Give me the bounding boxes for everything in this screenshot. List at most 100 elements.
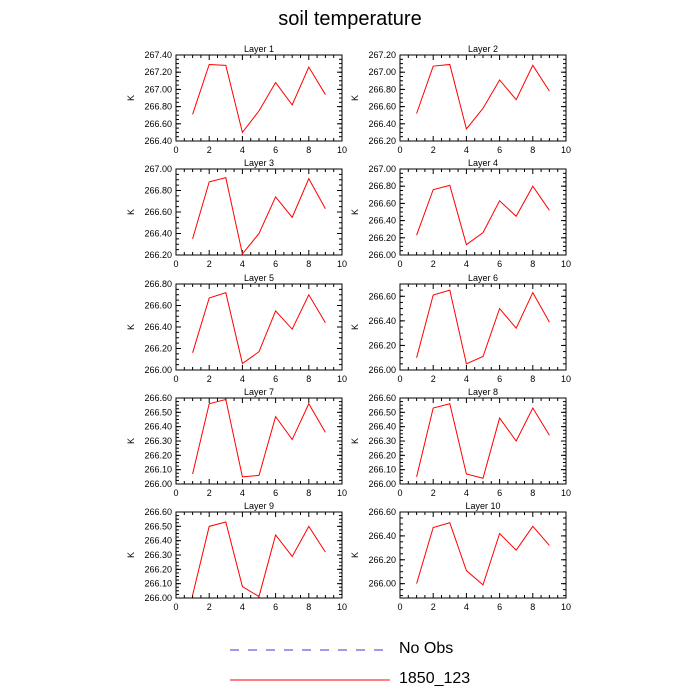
panel-7-ytick-label: 266.30 bbox=[144, 436, 172, 446]
panel-8-series-line-1 bbox=[416, 403, 550, 479]
panel-10-xtick-label: 4 bbox=[464, 602, 469, 612]
panel-6-title: Layer 6 bbox=[468, 273, 498, 283]
panel-4-xtick-label: 0 bbox=[397, 259, 402, 269]
panel-7-ytick-label: 266.20 bbox=[144, 450, 172, 460]
panel-4-ytick-label: 266.00 bbox=[368, 250, 396, 260]
panel-9-ylabel: K bbox=[126, 552, 136, 558]
panel-7-ytick-label: 266.40 bbox=[144, 422, 172, 432]
panel-8-ytick-label: 266.10 bbox=[368, 465, 396, 475]
panel-7-xtick-label: 0 bbox=[173, 488, 178, 498]
panel-4-xtick-label: 6 bbox=[497, 259, 502, 269]
panel-9-xtick-label: 6 bbox=[273, 602, 278, 612]
panel-10-ytick-label: 266.00 bbox=[368, 579, 396, 589]
panel-8-ytick-label: 266.40 bbox=[368, 422, 396, 432]
panel-2-series-line-1 bbox=[416, 63, 550, 131]
panel-8-xtick-label: 4 bbox=[464, 488, 469, 498]
panel-3-xtick-label: 6 bbox=[273, 259, 278, 269]
panel-6-xtick-label: 8 bbox=[530, 374, 535, 384]
panel-2-xtick-label: 2 bbox=[431, 145, 436, 155]
panel-8-ytick-label: 266.50 bbox=[368, 407, 396, 417]
panel-6-xtick-label: 0 bbox=[397, 374, 402, 384]
panel-7-ytick-label: 266.00 bbox=[144, 479, 172, 489]
panel-9-xtick-label: 2 bbox=[207, 602, 212, 612]
panel-3-ytick-label: 266.80 bbox=[144, 186, 172, 196]
panel-10-title: Layer 10 bbox=[465, 501, 500, 511]
panel-5-ytick-label: 266.20 bbox=[144, 344, 172, 354]
panel-7-xtick-label: 2 bbox=[207, 488, 212, 498]
panel-1-ylabel: K bbox=[126, 95, 136, 101]
panel-8-title: Layer 8 bbox=[468, 387, 498, 397]
panel-10-xtick-label: 8 bbox=[530, 602, 535, 612]
panel-4-ytick-label: 266.60 bbox=[368, 198, 396, 208]
panel-2-xtick-label: 10 bbox=[561, 145, 571, 155]
panel-6-ytick-label: 266.20 bbox=[368, 340, 396, 350]
panel-4-xtick-label: 4 bbox=[464, 259, 469, 269]
panel-5-xtick-label: 8 bbox=[306, 374, 311, 384]
panel-4-ytick-label: 266.40 bbox=[368, 216, 396, 226]
panel-1-xtick-label: 4 bbox=[240, 145, 245, 155]
panel-2-ytick-label: 267.20 bbox=[368, 50, 396, 60]
panel-7-ytick-label: 266.50 bbox=[144, 407, 172, 417]
panel-7-xtick-label: 4 bbox=[240, 488, 245, 498]
panel-3-ytick-label: 266.20 bbox=[144, 250, 172, 260]
panel-1-ytick-label: 267.20 bbox=[144, 67, 172, 77]
panel-10-xtick-label: 10 bbox=[561, 602, 571, 612]
panel-7-ytick-label: 266.10 bbox=[144, 465, 172, 475]
panel-1-ytick-label: 266.60 bbox=[144, 119, 172, 129]
panel-3-xtick-label: 2 bbox=[207, 259, 212, 269]
panel-9-frame bbox=[175, 511, 343, 599]
chart-title: soil temperature bbox=[278, 8, 422, 30]
panel-9-series-line-1 bbox=[192, 521, 326, 598]
panel-5-ytick-label: 266.00 bbox=[144, 365, 172, 375]
panel-3-title: Layer 3 bbox=[244, 158, 274, 168]
panel-4-ylabel: K bbox=[350, 209, 360, 215]
panel-8-ytick-label: 266.00 bbox=[368, 479, 396, 489]
panel-9-title: Layer 9 bbox=[244, 501, 274, 511]
panel-4-xtick-label: 2 bbox=[431, 259, 436, 269]
panel-3-ytick-label: 266.40 bbox=[144, 229, 172, 239]
panel-5-xtick-label: 10 bbox=[337, 374, 347, 384]
panel-3-xtick-label: 0 bbox=[173, 259, 178, 269]
panel-3-ylabel: K bbox=[126, 209, 136, 215]
panel-1-xtick-label: 6 bbox=[273, 145, 278, 155]
panel-5-ytick-label: 266.60 bbox=[144, 301, 172, 311]
panel-10-ytick-label: 266.60 bbox=[368, 507, 396, 517]
panel-3-ytick-label: 266.60 bbox=[144, 207, 172, 217]
panel-2-ytick-label: 266.40 bbox=[368, 119, 396, 129]
panel-6-ytick-label: 266.60 bbox=[368, 291, 396, 301]
panel-9-ytick-label: 266.20 bbox=[144, 564, 172, 574]
panel-5-xtick-label: 2 bbox=[207, 374, 212, 384]
panel-7-ytick-label: 266.60 bbox=[144, 393, 172, 403]
panel-8-ytick-label: 266.20 bbox=[368, 450, 396, 460]
panel-6-ytick-label: 266.40 bbox=[368, 316, 396, 326]
panel-9-ytick-label: 266.30 bbox=[144, 550, 172, 560]
panel-4-title: Layer 4 bbox=[468, 158, 498, 168]
panel-5-ylabel: K bbox=[126, 324, 136, 330]
panel-8-xtick-label: 2 bbox=[431, 488, 436, 498]
panel-3-series-line-1 bbox=[192, 176, 326, 256]
panel-6-xtick-label: 6 bbox=[497, 374, 502, 384]
panel-9-xtick-label: 0 bbox=[173, 602, 178, 612]
panel-4-series-line-1 bbox=[416, 184, 550, 246]
panel-4-ytick-label: 267.00 bbox=[368, 164, 396, 174]
panel-3-ytick-label: 267.00 bbox=[144, 164, 172, 174]
panel-9-xtick-label: 8 bbox=[306, 602, 311, 612]
legend-label-no-obs: No Obs bbox=[399, 640, 454, 657]
panel-5-xtick-label: 0 bbox=[173, 374, 178, 384]
panel-4-xtick-label: 10 bbox=[561, 259, 571, 269]
panel-9-ytick-label: 266.60 bbox=[144, 507, 172, 517]
panel-2-xtick-label: 6 bbox=[497, 145, 502, 155]
panel-7-series-line-1 bbox=[192, 398, 326, 478]
panel-1-xtick-label: 8 bbox=[306, 145, 311, 155]
panel-8-xtick-label: 0 bbox=[397, 488, 402, 498]
panel-2-xtick-label: 0 bbox=[397, 145, 402, 155]
panel-4-xtick-label: 8 bbox=[530, 259, 535, 269]
panel-7-ylabel: K bbox=[126, 438, 136, 444]
panel-4-ytick-label: 266.20 bbox=[368, 233, 396, 243]
panel-9-ytick-label: 266.50 bbox=[144, 521, 172, 531]
panel-5-title: Layer 5 bbox=[244, 273, 274, 283]
panel-5-ytick-label: 266.80 bbox=[144, 279, 172, 289]
panel-3-xtick-label: 8 bbox=[306, 259, 311, 269]
panel-6-xtick-label: 10 bbox=[561, 374, 571, 384]
